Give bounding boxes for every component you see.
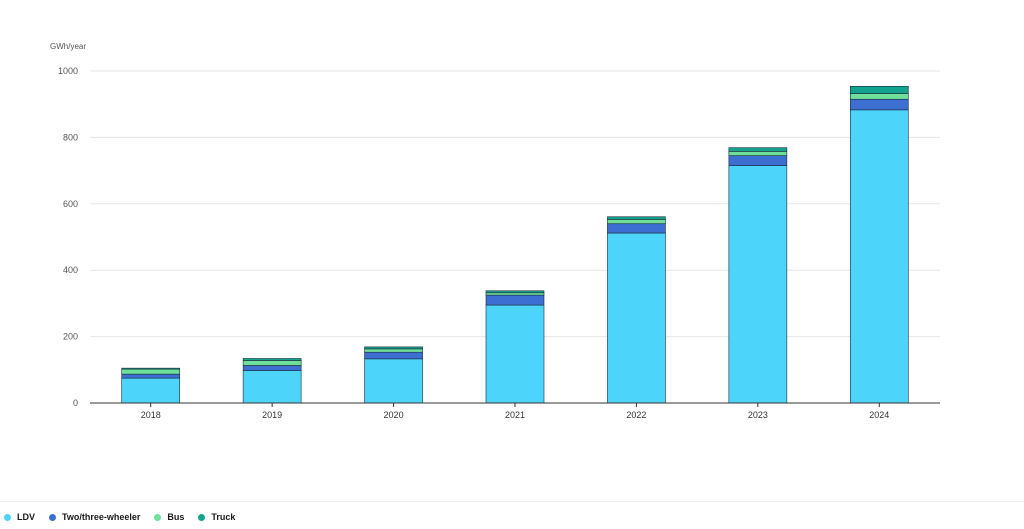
legend-label-two-three-wheeler: Two/three-wheeler <box>62 512 141 522</box>
legend-item-bus[interactable]: Bus <box>154 512 184 522</box>
bar-2019-truck[interactable] <box>242 358 302 361</box>
bar-2022-truck[interactable] <box>607 216 666 220</box>
legend-label-bus: Bus <box>167 512 185 522</box>
x-tick-label-2018: 2018 <box>141 410 161 420</box>
bar-2022-bus[interactable] <box>607 219 666 225</box>
bar-2024-bus[interactable] <box>849 93 909 100</box>
x-tick-label-2020: 2020 <box>384 410 404 420</box>
legend-swatch-two-three-wheeler <box>49 513 56 521</box>
x-tick-label-2024: 2024 <box>869 410 889 420</box>
bar-2019-two-three-wheeler[interactable] <box>242 365 302 371</box>
x-tick-label-2021: 2021 <box>505 410 525 420</box>
bar-2019-bus[interactable] <box>242 360 302 366</box>
y-axis-label: GWh/year <box>50 42 86 51</box>
y-tick-label-400: 400 <box>63 265 78 275</box>
bar-2023-ldv[interactable] <box>728 165 788 404</box>
bar-2020-truck[interactable] <box>364 346 423 350</box>
y-tick-label-200: 200 <box>63 332 78 342</box>
legend-swatch-bus <box>154 513 162 521</box>
legend-item-truck[interactable]: Truck <box>198 512 235 522</box>
bar-2023-two-three-wheeler[interactable] <box>728 155 788 166</box>
x-tick-label-2023: 2023 <box>748 410 768 420</box>
legend: LDV Two/three-wheeler Bus Truck <box>4 512 235 522</box>
bar-2020-ldv[interactable] <box>364 358 423 404</box>
bar-2018-two-three-wheeler[interactable] <box>121 373 181 379</box>
legend-swatch-ldv <box>4 513 11 521</box>
bar-2020-bus[interactable] <box>364 348 423 353</box>
bar-2024-truck[interactable] <box>849 85 909 94</box>
bars <box>121 85 909 404</box>
bar-2023-truck[interactable] <box>728 147 788 152</box>
y-axis-ticks: 0 200 400 600 800 1000 <box>58 66 78 408</box>
x-tick-label-2022: 2022 <box>626 410 646 420</box>
bar-2018-ldv[interactable] <box>121 377 181 404</box>
bar-2021-two-three-wheeler[interactable] <box>485 294 545 306</box>
y-tick-label-1000: 1000 <box>58 66 78 76</box>
legend-label-truck: Truck <box>211 512 236 522</box>
x-tick-label-2019: 2019 <box>262 410 282 420</box>
y-tick-label-0: 0 <box>73 398 78 408</box>
bar-2022-two-three-wheeler[interactable] <box>607 223 666 234</box>
gridlines <box>90 70 940 338</box>
bar-2018-bus[interactable] <box>121 368 181 375</box>
bar-2024-ldv[interactable] <box>849 109 909 404</box>
legend-label-ldv: LDV <box>17 512 35 522</box>
y-tick-label-600: 600 <box>63 199 78 209</box>
legend-item-two-three-wheeler[interactable]: Two/three-wheeler <box>49 512 140 522</box>
bar-2023-bus[interactable] <box>728 151 788 156</box>
legend-swatch-truck <box>198 513 206 521</box>
x-axis-ticks: 2018 2019 2020 2021 2022 2023 2024 <box>141 403 889 420</box>
legend-divider <box>0 501 1024 502</box>
bar-2021-bus[interactable] <box>485 292 545 296</box>
bar-2021-ldv[interactable] <box>485 304 545 404</box>
y-tick-label-800: 800 <box>63 132 78 142</box>
bar-2024-two-three-wheeler[interactable] <box>849 98 909 111</box>
bar-2021-truck[interactable] <box>485 290 545 294</box>
bar-2019-ldv[interactable] <box>242 370 302 404</box>
bar-2020-two-three-wheeler[interactable] <box>364 351 423 360</box>
bar-2022-ldv[interactable] <box>607 232 666 404</box>
legend-item-ldv[interactable]: LDV <box>4 512 35 522</box>
bar-2018-truck[interactable] <box>121 367 181 370</box>
